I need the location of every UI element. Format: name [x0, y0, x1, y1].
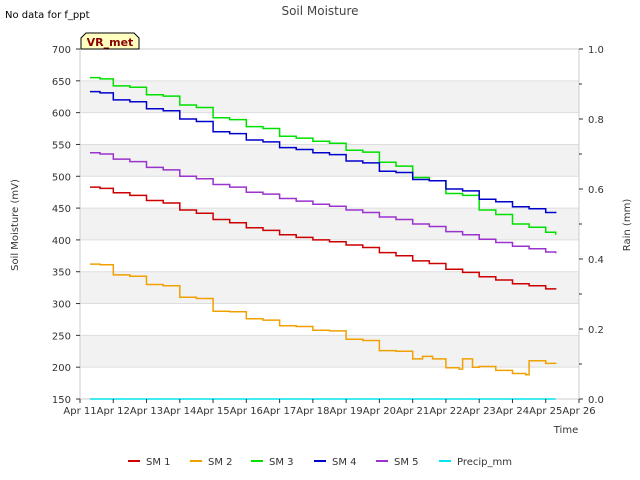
x-tick-label: Apr 23	[463, 406, 496, 417]
y-tick-label: 600	[52, 109, 71, 120]
x-tick-label: Apr 26	[562, 406, 595, 417]
grid-band	[80, 49, 579, 81]
y-tick-label: 550	[52, 140, 71, 151]
legend: SM 1 SM 2 SM 3 SM 4 SM 5 Precip_mm	[128, 457, 512, 468]
series-line-sm-4	[90, 90, 557, 214]
x-tick-label: Apr 19	[330, 406, 363, 417]
x-axis-label: Time	[553, 425, 578, 436]
badge-label: VR_met	[87, 36, 134, 49]
x-tick-label: Apr 21	[396, 406, 429, 417]
vr-met-badge: VR_met	[80, 32, 140, 50]
grid-band	[80, 239, 579, 272]
grid-bands	[80, 49, 579, 399]
legend-label: SM 3	[269, 457, 294, 468]
y2-axis-label: Rain (mm)	[622, 199, 633, 252]
y-tick-label: 700	[52, 45, 71, 56]
x-tick-label: Apr 14	[163, 406, 196, 417]
legend-label: SM 2	[208, 457, 233, 468]
series-line-sm-2	[90, 263, 557, 376]
y2-tick-label: 0.4	[588, 255, 604, 266]
legend-label: SM 5	[394, 457, 419, 468]
badge-shape	[80, 32, 140, 50]
grid-band	[80, 176, 579, 209]
grid-band	[80, 271, 579, 304]
y-tick-label: 650	[52, 77, 71, 88]
y-tick-label: 150	[52, 395, 71, 406]
legend-label: Precip_mm	[457, 457, 512, 468]
chart-title: Soil Moisture	[281, 4, 358, 18]
series-layer	[90, 76, 557, 400]
x-tick-label: Apr 15	[196, 406, 229, 417]
grid-band	[80, 367, 579, 399]
x-tick-label: Apr 11	[63, 406, 96, 417]
no-data-note: No data for f_ppt	[5, 10, 90, 21]
grid-band	[80, 208, 579, 240]
x-tick-label: Apr 20	[363, 406, 396, 417]
grid-band	[80, 144, 579, 177]
series-line-sm-3	[90, 76, 557, 235]
grid-band	[80, 112, 579, 145]
x-tick-label: Apr 12	[97, 406, 130, 417]
x-tick-label: Apr 24	[496, 406, 529, 417]
y-axis-label: Soil Moisture (mV)	[10, 179, 21, 271]
grid-lines	[80, 48, 579, 400]
x-tick-label: Apr 17	[263, 406, 296, 417]
y-tick-label: 350	[52, 268, 71, 279]
y-tick-label: 500	[52, 172, 71, 183]
y2-tick-label: 0.2	[588, 325, 604, 336]
legend-label: SM 1	[146, 457, 171, 468]
y2-axis-ticks: 0.0 0.2 0.4 0.6 0.8 1.0	[579, 45, 604, 406]
y2-tick-label: 0.8	[588, 115, 604, 126]
y2-tick-label: 1.0	[588, 45, 604, 56]
x-tick-label: Apr 16	[230, 406, 263, 417]
legend-label: SM 4	[332, 457, 357, 468]
y2-tick-label: 0.0	[588, 395, 604, 406]
y-tick-label: 200	[52, 363, 71, 374]
x-tick-label: Apr 18	[296, 406, 329, 417]
grid-band	[80, 80, 579, 113]
y-tick-label: 450	[52, 204, 71, 215]
series-line-sm-5	[90, 151, 557, 254]
y-axis-ticks: 150 200 250 300 350 400 450 500 550 600 650 700	[52, 45, 80, 406]
x-tick-label: Apr 25	[529, 406, 562, 417]
y-tick-label: 250	[52, 331, 71, 342]
y2-tick-label: 0.6	[588, 185, 604, 196]
series-line-sm-1	[90, 186, 557, 290]
x-axis-ticks: Apr 11 Apr 12 Apr 13 Apr 14 Apr 15 Apr 16 Apr …	[63, 399, 596, 417]
x-tick-label: Apr 22	[429, 406, 462, 417]
y-tick-label: 300	[52, 300, 71, 311]
x-tick-label: Apr 13	[130, 406, 163, 417]
y-tick-label: 400	[52, 236, 71, 247]
grid-band	[80, 335, 579, 368]
